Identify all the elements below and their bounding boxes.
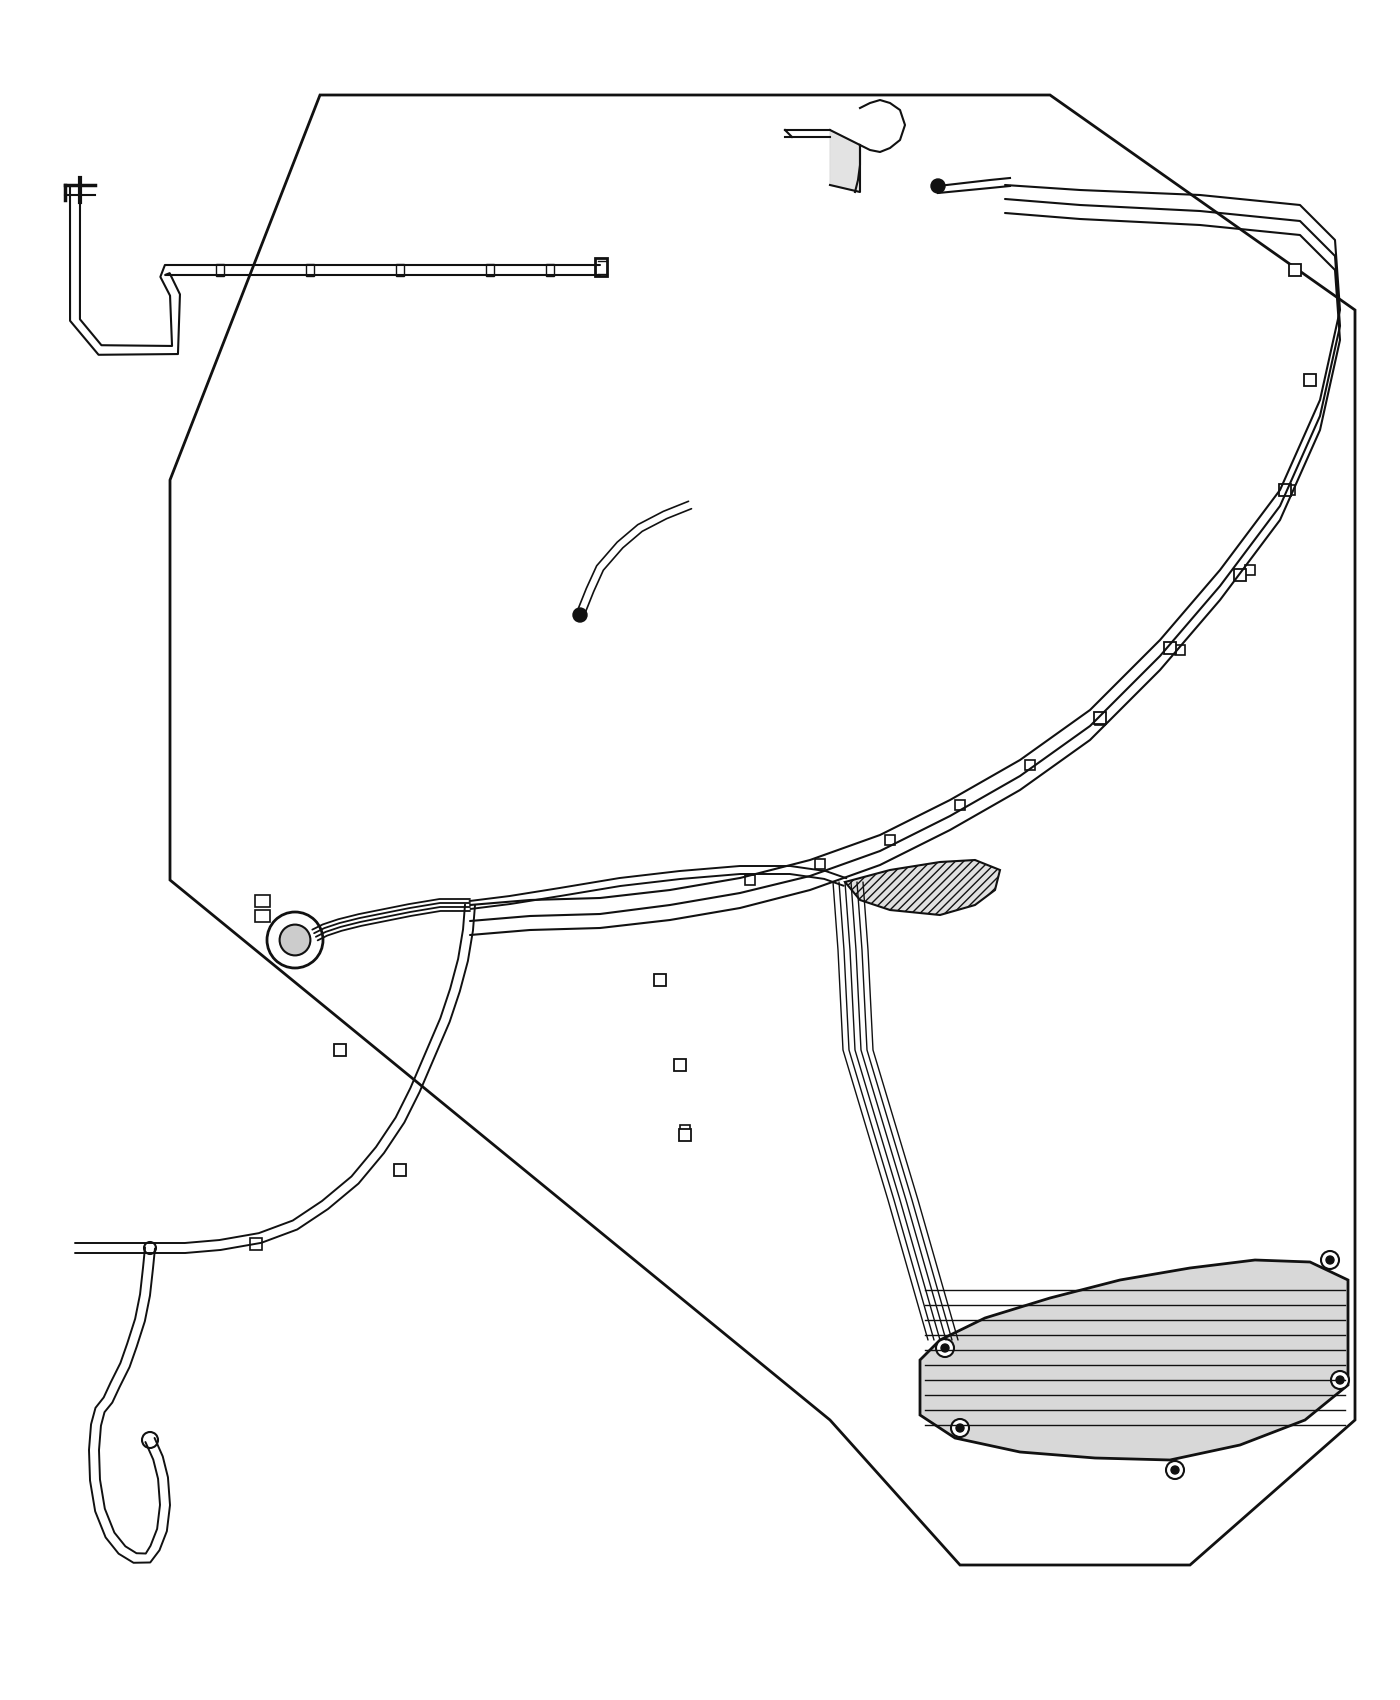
Bar: [595, 258, 608, 275]
Circle shape: [951, 1420, 969, 1436]
Bar: [1289, 264, 1301, 275]
Bar: [1289, 265, 1301, 275]
Circle shape: [937, 1340, 953, 1357]
Circle shape: [573, 609, 587, 622]
Circle shape: [1166, 1460, 1184, 1479]
Bar: [1025, 760, 1035, 770]
Polygon shape: [920, 1260, 1348, 1460]
Bar: [1280, 484, 1291, 496]
Bar: [216, 264, 224, 275]
Bar: [679, 1129, 692, 1141]
Bar: [673, 1059, 686, 1071]
Bar: [745, 876, 755, 886]
Bar: [1285, 484, 1295, 495]
Bar: [1305, 376, 1315, 384]
Bar: [675, 1061, 685, 1069]
Bar: [1093, 712, 1106, 724]
Polygon shape: [830, 129, 860, 192]
Bar: [1095, 716, 1105, 724]
Bar: [680, 1125, 690, 1136]
Bar: [307, 264, 314, 275]
Bar: [1175, 644, 1184, 654]
Bar: [885, 835, 895, 845]
Bar: [546, 264, 554, 275]
Circle shape: [1326, 1256, 1334, 1265]
Bar: [393, 1164, 406, 1176]
Bar: [1245, 564, 1254, 575]
Bar: [1233, 570, 1246, 581]
Circle shape: [1336, 1375, 1344, 1384]
Bar: [815, 858, 825, 869]
Circle shape: [1170, 1465, 1179, 1474]
Circle shape: [267, 911, 323, 967]
Circle shape: [1322, 1251, 1338, 1268]
Circle shape: [1331, 1370, 1350, 1389]
Bar: [1303, 374, 1316, 386]
Bar: [251, 1238, 262, 1250]
Circle shape: [280, 925, 311, 955]
Bar: [1163, 643, 1176, 654]
Bar: [655, 976, 665, 984]
Bar: [255, 910, 270, 921]
Bar: [396, 264, 405, 275]
Circle shape: [144, 1243, 155, 1255]
Bar: [955, 801, 965, 809]
Circle shape: [141, 1431, 158, 1448]
Circle shape: [931, 178, 945, 194]
Bar: [654, 974, 666, 986]
Bar: [335, 1044, 346, 1056]
Bar: [255, 894, 270, 908]
Bar: [486, 264, 494, 275]
Polygon shape: [846, 860, 1000, 915]
Circle shape: [941, 1345, 949, 1352]
Circle shape: [956, 1425, 965, 1431]
